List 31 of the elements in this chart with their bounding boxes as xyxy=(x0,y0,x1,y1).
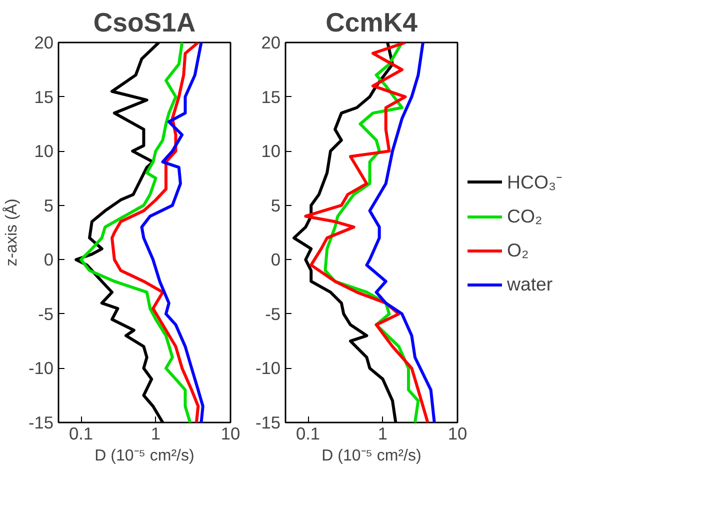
y-tick-label: -15 xyxy=(255,412,280,432)
legend-label: HCO₃⁻ xyxy=(507,170,562,194)
x-tick-label: 10 xyxy=(448,424,468,444)
y-tick-label: 15 xyxy=(34,86,54,107)
y-tick-label: 0 xyxy=(270,250,281,270)
y-tick-label: 5 xyxy=(270,195,281,216)
legend-label: water xyxy=(507,274,553,296)
y-tick-label: 5 xyxy=(44,195,54,216)
y-tick-label: 0 xyxy=(44,250,54,270)
x-axis-title: D (10⁻⁵ cm²/s) xyxy=(322,448,422,464)
y-tick-label: 20 xyxy=(34,32,54,52)
x-tick-label: 1 xyxy=(150,424,161,444)
y-tick-label: 15 xyxy=(261,86,281,107)
y-tick-label: -5 xyxy=(265,304,281,324)
y-tick-label: 10 xyxy=(261,141,281,162)
y-tick-label: -15 xyxy=(28,412,54,432)
x-tick-label: 0.1 xyxy=(296,424,320,444)
y-tick-label: 20 xyxy=(261,32,281,52)
x-tick-label: 1 xyxy=(378,424,388,444)
y-tick-label: -10 xyxy=(28,358,54,378)
y-tick-label: -10 xyxy=(255,358,280,378)
x-tick-label: 10 xyxy=(220,424,240,444)
chart-title: CcmK4 xyxy=(326,8,418,38)
legend-label: CO₂ xyxy=(507,206,542,228)
y-tick-label: -5 xyxy=(38,304,54,324)
y-axis-title: z-axis (Å) xyxy=(2,198,20,266)
y-tick-label: 10 xyxy=(34,141,54,162)
legend-label: O₂ xyxy=(507,240,529,262)
chart-title: CsoS1A xyxy=(93,8,196,38)
x-axis-title: D (10⁻⁵ cm²/s) xyxy=(94,448,194,464)
x-tick-label: 0.1 xyxy=(68,424,94,444)
